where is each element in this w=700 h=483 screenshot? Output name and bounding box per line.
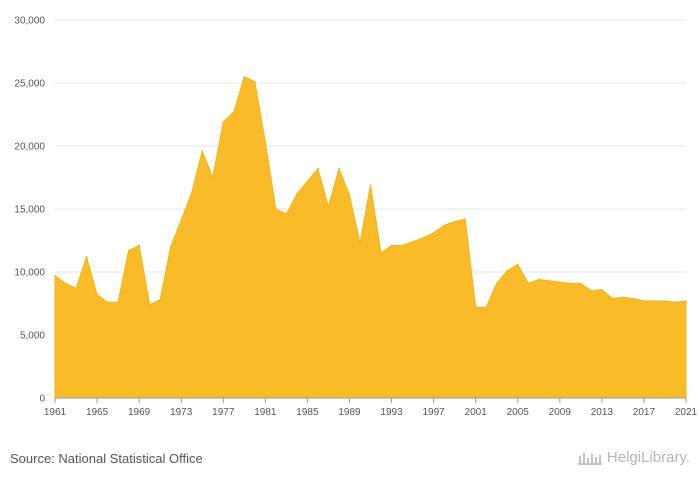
data-point (380, 252, 382, 254)
x-tick-label: 2017 (633, 407, 656, 418)
source-note: Source: National Statistical Office (10, 451, 203, 466)
data-point (464, 218, 466, 220)
x-tick-label: 2013 (591, 407, 614, 418)
x-tick-label: 2001 (465, 407, 488, 418)
x-tick-label: 1961 (44, 407, 67, 418)
data-point (559, 281, 561, 283)
data-point (285, 213, 288, 215)
data-point (138, 244, 140, 247)
data-point (411, 240, 414, 243)
data-point (664, 300, 666, 302)
data-point (474, 306, 477, 309)
x-tick-label: 1993 (380, 407, 403, 418)
data-point (653, 300, 656, 302)
data-point (117, 301, 119, 304)
series-area (54, 75, 687, 399)
library-building-icon (577, 452, 602, 465)
data-point (390, 244, 393, 247)
x-tick-label: 1997 (422, 407, 445, 418)
data-point (317, 167, 319, 170)
data-point (632, 297, 635, 300)
data-point (611, 297, 614, 300)
data-point (75, 287, 77, 290)
data-point (201, 150, 204, 152)
data-point (169, 246, 172, 248)
data-point (685, 300, 687, 302)
data-point (275, 208, 277, 210)
y-tick-label: 15,000 (14, 205, 45, 216)
data-point (264, 141, 267, 144)
data-point (54, 274, 56, 277)
y-tick-label: 5,000 (20, 331, 45, 342)
y-tick-label: 20,000 (14, 142, 45, 153)
x-tick-label: 1973 (170, 407, 193, 418)
data-point (327, 205, 330, 208)
x-tick-label: 1969 (128, 407, 151, 418)
data-point (211, 176, 214, 179)
data-point (485, 306, 487, 309)
data-point (527, 282, 530, 285)
data-point (580, 282, 582, 285)
data-point (338, 167, 340, 170)
data-point (369, 184, 372, 186)
y-axis-tick-labels: 0 5,000 10,000 15,000 20,000 25,000 30,000 (14, 16, 45, 405)
x-tick-label: 2021 (675, 407, 698, 418)
y-tick-label: 30,000 (14, 16, 45, 27)
data-point (64, 282, 67, 285)
data-point (401, 244, 403, 247)
data-point (516, 263, 519, 266)
data-point (296, 193, 298, 195)
data-point (190, 191, 193, 194)
data-point (254, 80, 256, 83)
y-tick-label: 0 (39, 394, 45, 405)
logo-text: HelgiLibrary. (606, 449, 690, 466)
data-point (569, 282, 572, 285)
x-tick-label: 2009 (549, 407, 572, 418)
x-tick-label: 2005 (507, 407, 530, 418)
data-area (54, 75, 687, 399)
x-tick-label: 1977 (212, 407, 235, 418)
data-point (222, 121, 225, 123)
data-point (495, 282, 498, 285)
data-point (359, 242, 361, 244)
data-point (506, 269, 509, 272)
data-point (85, 256, 88, 258)
data-point (348, 194, 351, 196)
data-point (127, 249, 130, 252)
data-point (674, 301, 677, 304)
x-axis: 1961 1965 1969 1973 1977 1981 1985 1989 1993 1997… (44, 397, 698, 418)
data-point (622, 296, 624, 299)
y-tick-label: 25,000 (14, 79, 45, 90)
data-point (148, 303, 151, 306)
data-point (443, 224, 445, 227)
data-point (601, 288, 603, 291)
data-point (432, 232, 435, 234)
data-point (106, 301, 109, 304)
data-points (54, 75, 687, 309)
x-tick-label: 1985 (296, 407, 319, 418)
data-point (159, 298, 161, 301)
x-tick-label: 1965 (86, 407, 109, 418)
x-tick-label: 1989 (338, 407, 361, 418)
helgi-library-logo: HelgiLibrary. (577, 449, 690, 466)
data-point (453, 220, 456, 223)
data-point (96, 293, 98, 296)
y-tick-label: 10,000 (14, 268, 45, 279)
data-point (548, 280, 551, 282)
data-point (180, 219, 182, 222)
data-point (232, 111, 235, 113)
data-point (422, 237, 424, 239)
x-tick-label: 1981 (254, 407, 277, 418)
data-point (643, 300, 645, 302)
area-chart: 0 5,000 10,000 15,000 20,000 25,000 30,000 196… (14, 16, 698, 419)
data-point (243, 75, 246, 78)
data-point (537, 278, 540, 281)
data-point (306, 180, 309, 183)
data-point (590, 290, 593, 292)
